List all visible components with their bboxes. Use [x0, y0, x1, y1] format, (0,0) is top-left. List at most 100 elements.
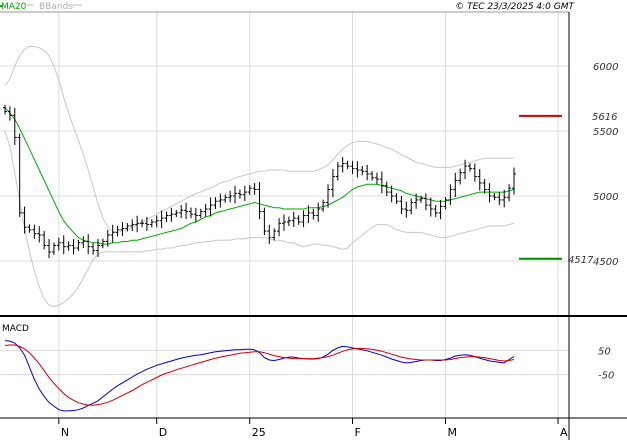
price-bar	[154, 215, 159, 228]
price-bar	[252, 183, 257, 195]
price-bar	[237, 189, 242, 199]
price-bar	[448, 184, 453, 206]
price-bar	[125, 223, 130, 232]
price-bar	[409, 198, 414, 215]
price-bar	[233, 185, 238, 204]
price-bar	[37, 226, 42, 243]
price-bar	[120, 222, 125, 237]
price-bar	[384, 181, 389, 197]
price-bar	[472, 163, 477, 182]
price-bar	[482, 178, 487, 194]
price-bar	[22, 206, 27, 234]
price-bar	[42, 230, 47, 250]
price-bar	[394, 193, 399, 205]
price-bar	[286, 216, 291, 227]
price-bar	[443, 197, 448, 210]
price-tick-label: 5500	[593, 127, 618, 138]
price-bar	[477, 168, 482, 191]
price-bar	[291, 211, 296, 228]
price-bar	[267, 224, 272, 244]
price-bar	[3, 104, 7, 115]
price-bar	[467, 163, 472, 172]
gridlines	[0, 12, 569, 418]
price-bar	[223, 194, 228, 203]
price-bar	[198, 208, 203, 219]
price-bar	[159, 210, 164, 229]
price-bar	[100, 238, 105, 249]
support-label: 4517	[568, 255, 594, 266]
price-bar	[507, 184, 512, 202]
bband-lower	[4, 130, 515, 308]
price-bar	[203, 203, 208, 217]
price-bar	[32, 224, 37, 239]
price-bar	[311, 208, 316, 220]
price-bar	[374, 172, 379, 185]
price-bar	[130, 219, 135, 232]
price-bar	[71, 239, 76, 255]
price-bar	[389, 185, 394, 203]
price-bar	[149, 219, 154, 228]
price-bar	[306, 205, 311, 224]
price-bar	[56, 237, 61, 251]
date-tick-label: N	[61, 426, 69, 439]
date-tick-label: M	[447, 426, 457, 439]
price-bar	[174, 210, 179, 218]
date-tick-label: 25	[252, 426, 266, 439]
price-bar	[438, 200, 443, 220]
price-bar	[105, 229, 110, 247]
price-bar	[502, 189, 507, 208]
price-bar	[272, 228, 277, 241]
price-bar	[370, 171, 375, 181]
copyright-text: © TEC 23/3/2025 4:0 GMT	[455, 2, 575, 12]
price-bar	[213, 197, 218, 210]
price-bar	[350, 160, 355, 174]
price-bar	[512, 167, 516, 195]
price-bar	[497, 192, 502, 206]
price-bar	[492, 193, 497, 201]
macd-tick-label: 50	[598, 346, 611, 357]
price-bar	[428, 197, 433, 217]
price-bar	[277, 218, 282, 237]
price-bar	[91, 242, 96, 255]
price-bar	[188, 207, 193, 219]
price-tick-label: 5000	[593, 192, 618, 203]
macd-pane	[4, 340, 515, 412]
price-bar	[193, 207, 198, 222]
price-bar	[257, 181, 262, 220]
price-bar	[110, 224, 115, 243]
price-bar	[404, 201, 409, 218]
bbands-legend-label: BBands	[39, 2, 73, 12]
price-tick-label: 4500	[593, 257, 618, 268]
macd-tick-label: -50	[598, 371, 614, 382]
price-bar	[179, 205, 184, 219]
support-resistance: 5616 4517	[519, 112, 617, 266]
price-bars	[3, 104, 516, 259]
date-tick-label: D	[159, 426, 167, 439]
price-bar	[316, 202, 321, 222]
price-bar	[140, 219, 145, 228]
price-bar	[17, 133, 22, 217]
price-bar	[208, 197, 213, 217]
price-bar	[47, 239, 52, 259]
price-bar	[326, 184, 331, 208]
price-bar	[51, 242, 56, 255]
macd-title: MACD	[2, 324, 29, 334]
price-bar	[335, 162, 340, 181]
price-bar	[345, 160, 350, 169]
price-bar	[76, 239, 81, 251]
price-bar	[458, 168, 463, 185]
price-bar	[355, 161, 360, 178]
price-bar	[414, 193, 419, 209]
price-bar	[321, 199, 326, 212]
price-bar	[365, 164, 370, 181]
price-bar	[228, 190, 233, 203]
price-bar	[433, 204, 438, 217]
date-tick-label: F	[354, 426, 360, 439]
signal-line	[4, 344, 515, 406]
price-bar	[423, 193, 428, 211]
price-bar	[463, 159, 468, 179]
date-axis: N D 25 F M A	[58, 418, 568, 439]
price-bar	[81, 236, 86, 248]
price-bar	[247, 185, 252, 195]
